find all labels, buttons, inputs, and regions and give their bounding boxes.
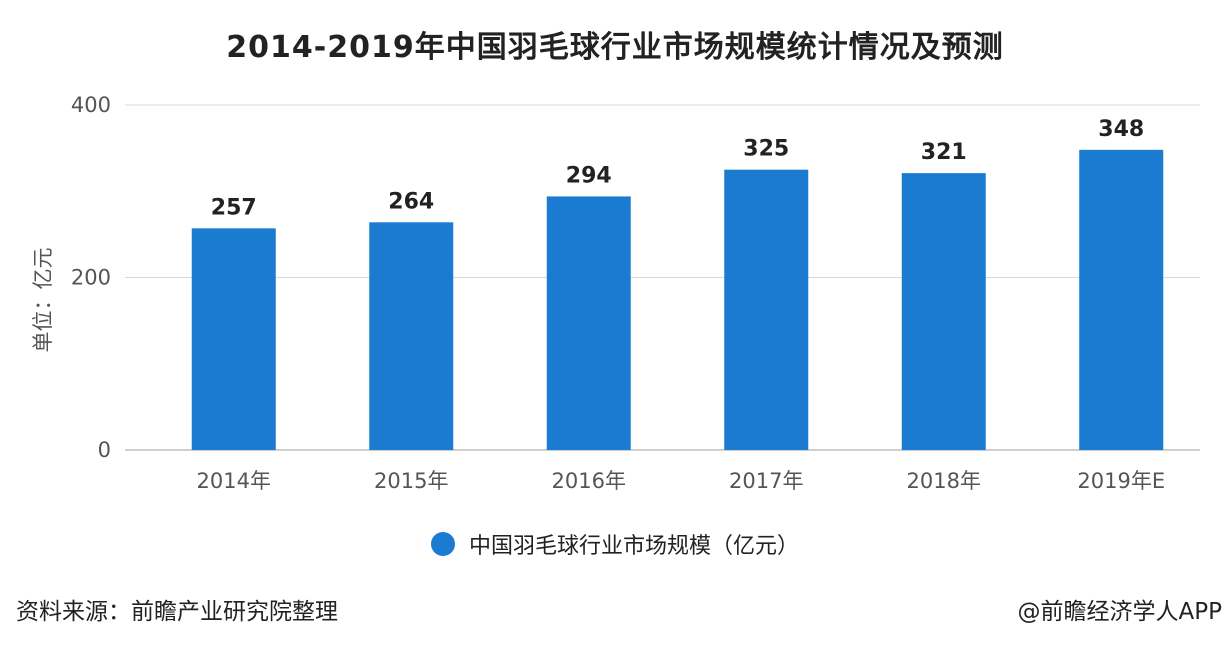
data-label: 321	[921, 140, 967, 165]
data-label: 348	[1098, 117, 1144, 142]
bar	[724, 169, 809, 450]
data-label: 325	[743, 137, 789, 162]
bar	[1079, 149, 1164, 450]
x-tick-label: 2018年	[907, 469, 981, 493]
x-tick-label: 2015年	[374, 469, 448, 493]
bar	[901, 173, 986, 450]
legend-label: 中国羽毛球行业市场规模（亿元）	[468, 534, 799, 559]
y-tick-label: 400	[71, 93, 111, 117]
bar-chart: 0 200 400 257 2014年 264 2015年 294 2016年 325 2017年 3…	[71, 93, 1200, 493]
x-tick-label: 2019年E	[1077, 469, 1165, 493]
bar	[369, 222, 454, 450]
x-tick-label: 2017年	[729, 469, 803, 493]
y-tick-label: 200	[71, 266, 111, 290]
source-note: 资料来源：前瞻产业研究院整理	[16, 599, 338, 625]
x-tick-label: 2016年	[552, 469, 626, 493]
credit-note: @前瞻经济学人APP	[1017, 599, 1222, 625]
chart-title: 2014-2019年中国羽毛球行业市场规模统计情况及预测	[226, 30, 1004, 65]
legend: 中国羽毛球行业市场规模（亿元）	[0, 528, 1230, 560]
legend-swatch	[430, 532, 455, 556]
x-tick-label: 2014年	[197, 469, 271, 493]
data-label: 264	[388, 189, 434, 214]
bar	[546, 196, 631, 450]
data-label: 294	[566, 163, 612, 188]
y-tick-label: 0	[98, 438, 111, 462]
bar	[191, 228, 276, 450]
data-label: 257	[211, 195, 257, 220]
